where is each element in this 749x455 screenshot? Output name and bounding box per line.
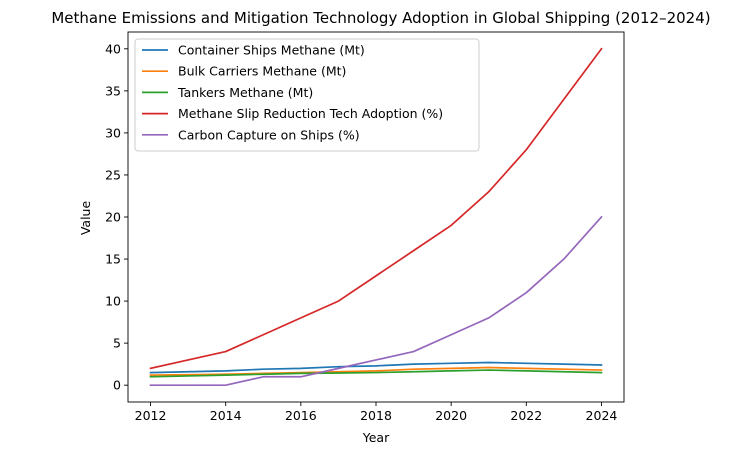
x-tick-label: 2022	[510, 408, 542, 423]
legend-entry-2: Tankers Methane (Mt)	[177, 85, 313, 100]
y-tick-label: 10	[105, 294, 121, 309]
legend-entry-1: Bulk Carriers Methane (Mt)	[178, 64, 346, 79]
series-line-0	[149, 361, 603, 374]
x-axis-label: Year	[362, 430, 390, 445]
y-tick-label: 40	[105, 41, 121, 56]
series-lines	[149, 47, 603, 387]
x-tick-label: 2016	[285, 408, 317, 423]
series-line-2	[149, 369, 603, 378]
y-tick-label: 25	[105, 167, 121, 182]
series-line-4	[149, 215, 603, 387]
y-tick-label: 35	[105, 83, 121, 98]
x-tick-label: 2012	[135, 408, 167, 423]
legend-entry-3: Methane Slip Reduction Tech Adoption (%)	[178, 106, 443, 121]
y-tick-label: 30	[105, 125, 121, 140]
series-line-3	[149, 47, 603, 370]
x-tick-label: 2014	[210, 408, 242, 423]
plot-area: 2012 2014 2016 2018 2020 2022 2024 0 5 10 15 20 25 30…	[105, 31, 625, 423]
x-tick-label: 2018	[360, 408, 392, 423]
legend-entry-0: Container Ships Methane (Mt)	[178, 43, 365, 58]
x-tick-label: 2024	[586, 408, 618, 423]
x-tick-label: 2020	[435, 408, 467, 423]
y-tick-label: 5	[113, 336, 121, 351]
chart-title: Methane Emissions and Mitigation Technol…	[51, 9, 710, 27]
y-axis-label: Value	[78, 201, 93, 236]
legend-box	[134, 38, 480, 152]
y-tick-label: 0	[113, 378, 121, 393]
legend-entry-4: Carbon Capture on Ships (%)	[178, 127, 360, 142]
y-tick-label: 20	[105, 210, 121, 225]
y-tick-label: 15	[105, 252, 121, 267]
legend: Container Ships Methane (Mt) Bulk Carrier…	[134, 38, 480, 152]
